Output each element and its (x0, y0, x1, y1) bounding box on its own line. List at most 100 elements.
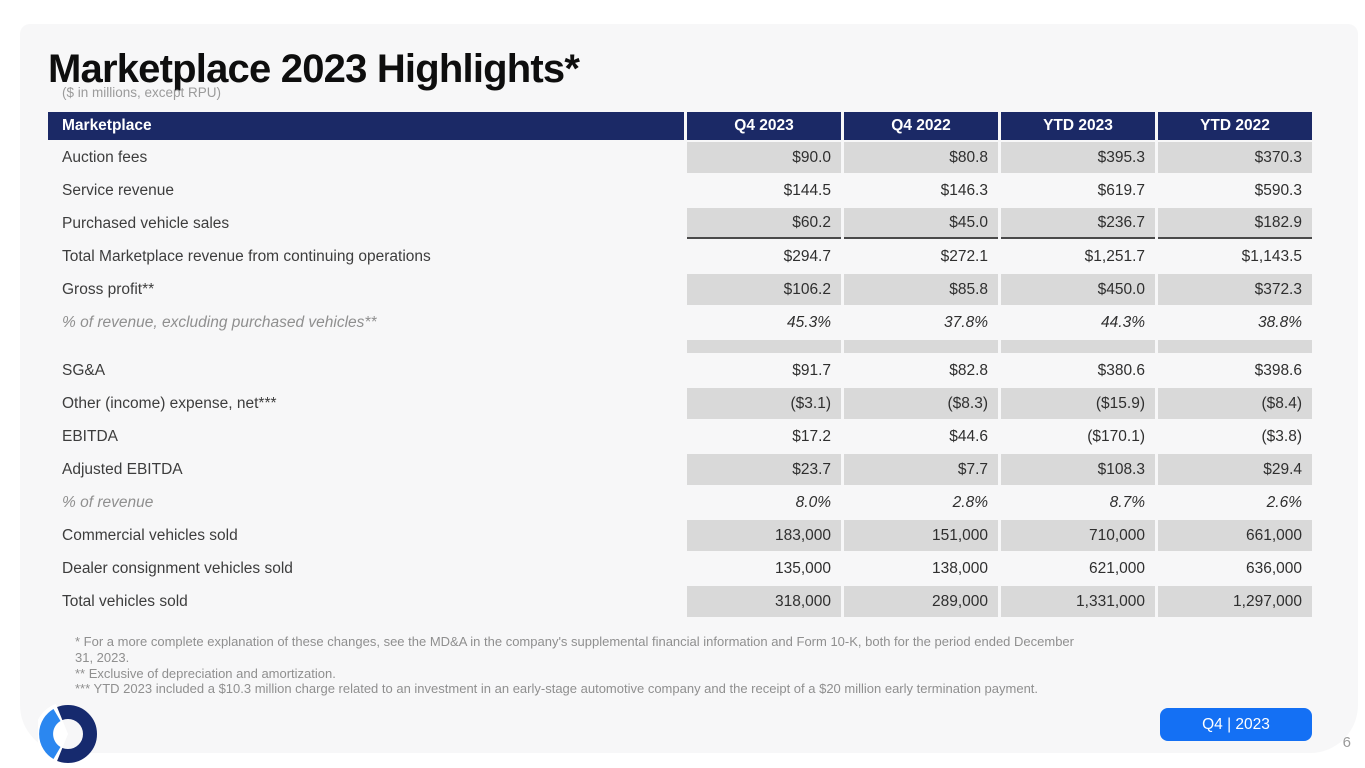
row-value: $398.6 (1254, 361, 1302, 379)
page-number: 6 (1342, 734, 1351, 751)
page-title: Marketplace 2023 Highlights* (48, 46, 580, 91)
row-value (844, 340, 998, 353)
table-body: Auction fees $90.0 $80.8 $395.3 $370.3 Servic… (48, 142, 1312, 617)
row-value: ($8.4) (1158, 388, 1312, 419)
units-note: ($ in millions, except RPU) (62, 85, 222, 100)
row-value: $45.0 (844, 208, 998, 239)
table-row: Adjusted EBITDA $23.7 $7.7 $108.3 $29.4 (48, 454, 1312, 485)
row-value: 183,000 (687, 520, 841, 551)
table-row: Purchased vehicle sales $60.2 $45.0 $236.7 $… (48, 208, 1312, 239)
row-value: $90.0 (687, 142, 841, 173)
financial-highlights-table: Marketplace Q4 2023 Q4 2022 YTD 2023 YTD… (45, 110, 1315, 619)
row-label: Total vehicles sold (62, 592, 188, 610)
row-label: Gross profit** (62, 280, 155, 298)
row-value: $82.8 (949, 361, 988, 379)
company-ring-logo-icon (38, 703, 97, 765)
row-value: 37.8% (944, 313, 988, 331)
row-label: % of revenue, excluding purchased vehicl… (62, 313, 377, 331)
row-label (48, 340, 684, 353)
row-value: 1,297,000 (1158, 586, 1312, 617)
row-value: 8.0% (795, 493, 831, 511)
row-value: 38.8% (1258, 313, 1302, 331)
row-value: ($170.1) (1087, 427, 1145, 445)
quarter-badge: Q4 | 2023 (1160, 708, 1312, 741)
footnote-2: ** Exclusive of depreciation and amortiz… (75, 665, 336, 681)
row-value: 636,000 (1245, 559, 1302, 577)
row-label: % of revenue (62, 493, 154, 511)
row-value: $106.2 (687, 274, 841, 305)
row-value: 661,000 (1158, 520, 1312, 551)
row-value: $108.3 (1001, 454, 1155, 485)
row-value: ($8.3) (844, 388, 998, 419)
row-value: ($15.9) (1001, 388, 1155, 419)
table-row: EBITDA $17.2 $44.6 ($170.1) ($3.8) (48, 421, 1312, 452)
row-value: $85.8 (844, 274, 998, 305)
row-value: 45.3% (787, 313, 831, 331)
footnote-3: *** YTD 2023 included a $10.3 million ch… (75, 681, 1039, 697)
row-value: $29.4 (1158, 454, 1312, 485)
header-cell-ytd-2022: YTD 2022 (1158, 112, 1312, 140)
row-value: 710,000 (1001, 520, 1155, 551)
table-row: Total Marketplace revenue from continuin… (48, 241, 1312, 272)
row-label: Auction fees (62, 148, 148, 166)
footnote-1: * For a more complete explanation of the… (75, 634, 1074, 665)
row-value: 2.8% (952, 493, 988, 511)
row-value: $44.6 (949, 427, 988, 445)
row-value: $7.7 (844, 454, 998, 485)
row-label: Other (income) expense, net*** (62, 394, 277, 412)
row-value: $60.2 (687, 208, 841, 239)
row-value: $23.7 (687, 454, 841, 485)
row-value: 8.7% (1109, 493, 1145, 511)
row-value: $1,251.7 (1084, 247, 1145, 265)
header-cell-marketplace: Marketplace (48, 112, 684, 140)
row-value: 621,000 (1088, 559, 1145, 577)
footnotes: * For a more complete explanation of the… (75, 634, 1267, 697)
header-cell-ytd-2023: YTD 2023 (1001, 112, 1155, 140)
row-value (1158, 340, 1312, 353)
table-row: Total vehicles sold 318,000 289,000 1,331,0… (48, 586, 1312, 617)
table-row: Service revenue $144.5 $146.3 $619.7 $590.3 (48, 175, 1312, 206)
row-value: ($3.1) (687, 388, 841, 419)
row-value: 138,000 (931, 559, 988, 577)
row-value: 135,000 (774, 559, 831, 577)
row-value: 2.6% (1266, 493, 1302, 511)
row-value: 151,000 (844, 520, 998, 551)
table-row: Commercial vehicles sold 183,000 151,000 71… (48, 520, 1312, 551)
row-label: EBITDA (62, 427, 118, 445)
row-value: $17.2 (792, 427, 831, 445)
table-row: % of revenue, excluding purchased vehicl… (48, 307, 1312, 338)
row-value: 318,000 (687, 586, 841, 617)
row-value: 44.3% (1101, 313, 1145, 331)
row-label: Adjusted EBITDA (62, 460, 183, 478)
row-label: Dealer consignment vehicles sold (62, 559, 293, 577)
header-cell-q4-2022: Q4 2022 (844, 112, 998, 140)
row-label: Service revenue (62, 181, 175, 199)
table-row: Auction fees $90.0 $80.8 $395.3 $370.3 (48, 142, 1312, 173)
row-value: 289,000 (844, 586, 998, 617)
row-value: $80.8 (844, 142, 998, 173)
row-value (687, 340, 841, 353)
table-row: Gross profit** $106.2 $85.8 $450.0 $372.3 (48, 274, 1312, 305)
table-header-row: Marketplace Q4 2023 Q4 2022 YTD 2023 YTD… (48, 112, 1312, 140)
row-value: $91.7 (792, 361, 831, 379)
row-label: Total Marketplace revenue from continuin… (62, 247, 431, 265)
row-value: $236.7 (1001, 208, 1155, 239)
table-row: Other (income) expense, net*** ($3.1) ($8.… (48, 388, 1312, 419)
row-label: Purchased vehicle sales (62, 214, 230, 232)
row-label: SG&A (62, 361, 106, 379)
row-value: $146.3 (940, 181, 988, 199)
table-row: % of revenue 8.0% 2.8% 8.7% 2.6% (48, 487, 1312, 518)
row-value: $144.5 (783, 181, 831, 199)
row-value: $380.6 (1097, 361, 1145, 379)
row-value: $182.9 (1158, 208, 1312, 239)
row-value: $370.3 (1158, 142, 1312, 173)
table-row: Dealer consignment vehicles sold 135,000 1… (48, 553, 1312, 584)
header-cell-q4-2023: Q4 2023 (687, 112, 841, 140)
row-value: $619.7 (1097, 181, 1145, 199)
table-row: SG&A $91.7 $82.8 $380.6 $398.6 (48, 355, 1312, 386)
row-value: $395.3 (1001, 142, 1155, 173)
row-value: $1,143.5 (1241, 247, 1302, 265)
table-row (48, 340, 1312, 353)
row-value: $590.3 (1254, 181, 1302, 199)
row-value: $372.3 (1158, 274, 1312, 305)
